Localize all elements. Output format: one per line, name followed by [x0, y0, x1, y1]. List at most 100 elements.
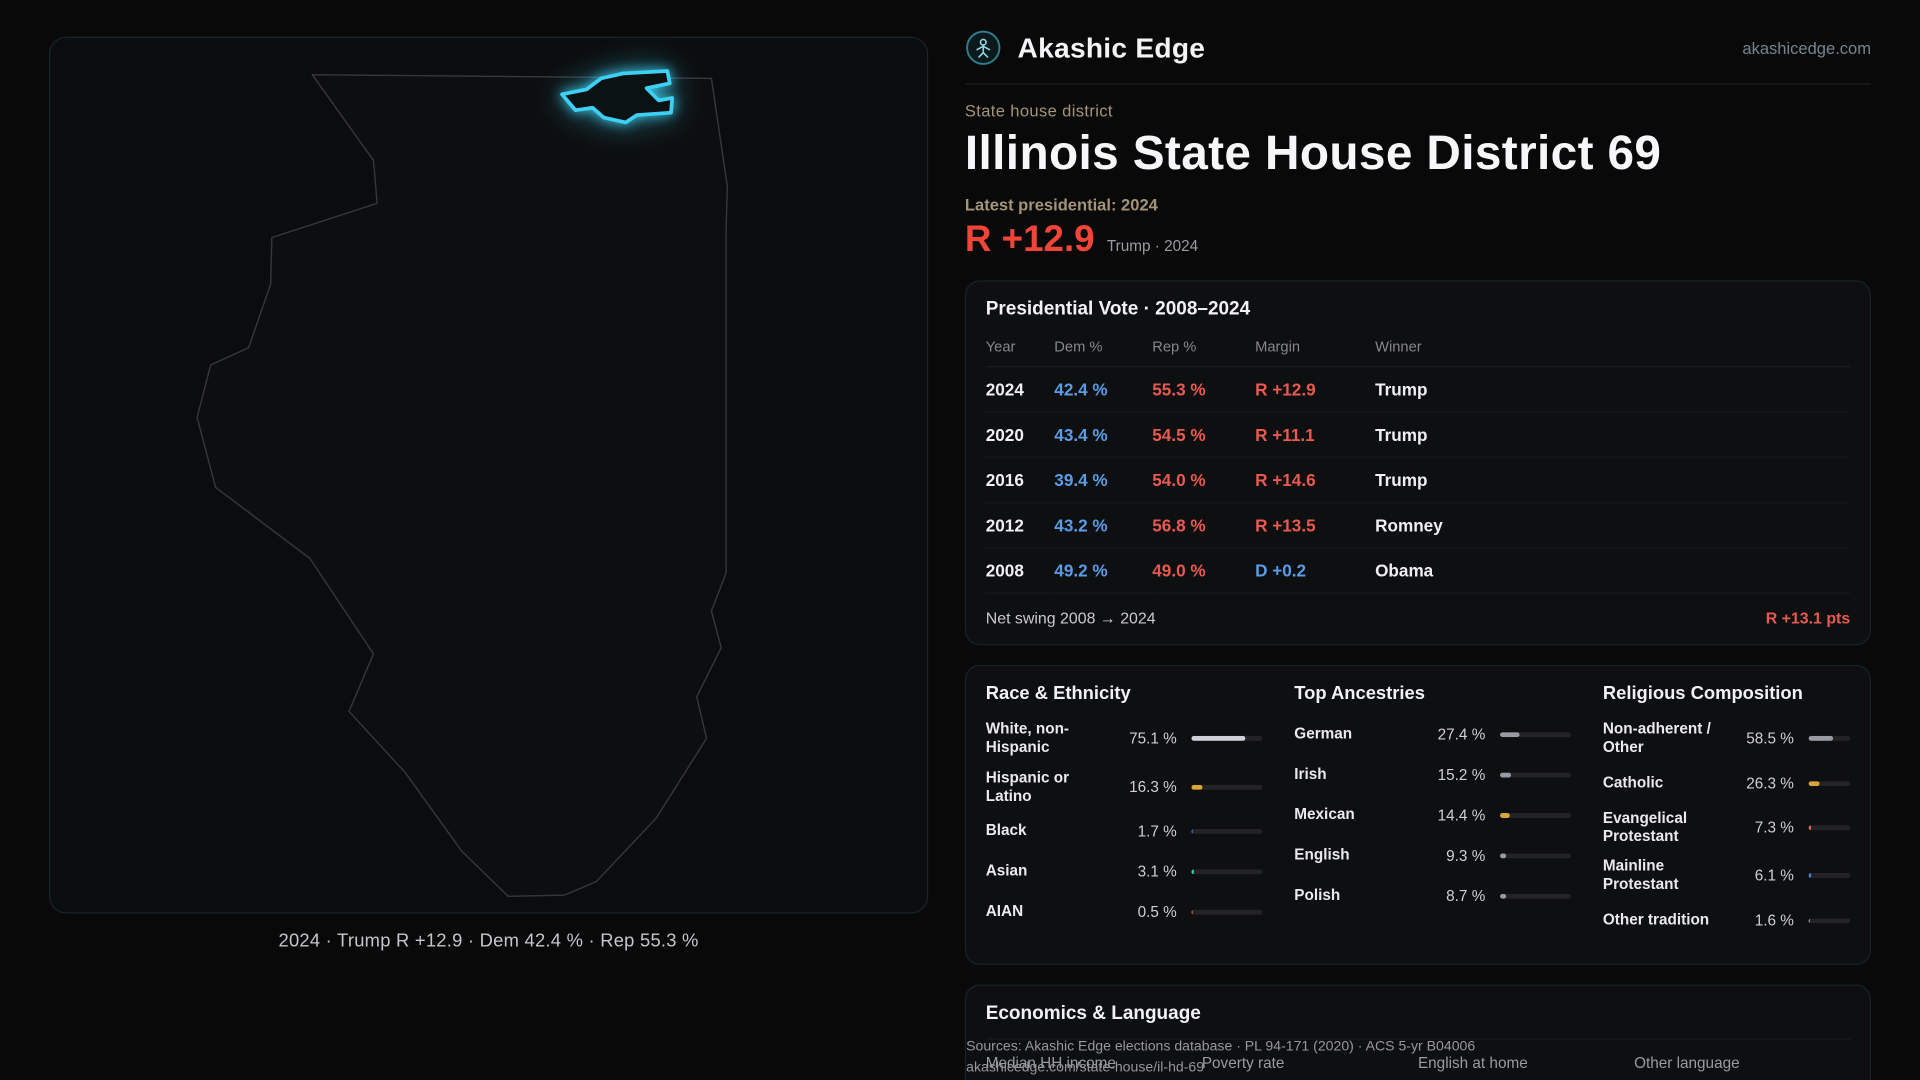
race-ethnicity-title: Race & Ethnicity: [985, 683, 1131, 705]
winner-cell: Romney: [1375, 502, 1851, 549]
net-swing-label: Net swing 2008 → 2024: [985, 608, 1156, 627]
header: Akashic Edge akashicedge.com: [964, 29, 1872, 85]
bar-fill: [1808, 780, 1820, 786]
race-ethnicity-panel: Race & Ethnicity White, non-Hispanic 75.…: [986, 683, 1263, 946]
race-row: AIAN 0.5 %: [986, 898, 1263, 927]
race-row: Asian 3.1 %: [986, 857, 1263, 886]
year-cell: 2016: [985, 457, 1055, 504]
bar-fill: [1500, 732, 1520, 738]
year-cell: 2020: [985, 412, 1055, 458]
bar-fill: [1500, 813, 1511, 818]
bar-track: [1191, 869, 1263, 875]
econ-stat: Poverty rate 6.2 %: [1202, 1054, 1418, 1080]
headline-margin: R +12.9: [964, 219, 1095, 260]
table-row: 2016 39.4 % 54.0 % R +14.6 Trump: [985, 457, 1851, 504]
net-swing-row: Net swing 2008 → 2024 R +13.1 pts: [986, 594, 1850, 627]
race-label: Asian: [985, 862, 1028, 880]
year-cell: 2012: [985, 502, 1055, 549]
religion-row: Catholic 26.3 %: [1602, 768, 1851, 797]
bar-track: [1808, 825, 1851, 830]
religion-value: 7.3 %: [1754, 818, 1794, 837]
col-margin: Margin: [1255, 328, 1376, 368]
winner-cell: Trump: [1375, 366, 1851, 413]
presidential-vote-table: Year Dem % Rep % Margin Winner 2024 42.4…: [985, 328, 1851, 594]
margin-cell: R +11.1: [1255, 412, 1376, 458]
bar-track: [1808, 917, 1851, 923]
bar-track: [1500, 772, 1572, 778]
table-row: 2012 43.2 % 56.8 % R +13.5 Romney: [985, 502, 1851, 549]
rep-cell: 49.0 %: [1152, 547, 1256, 594]
bar-track: [1808, 873, 1851, 879]
col-winner: Winner: [1375, 328, 1851, 368]
table-header-row: Year Dem % Rep % Margin Winner: [985, 328, 1851, 368]
bar-fill: [1808, 736, 1833, 742]
winner-cell: Trump: [1375, 412, 1851, 458]
race-label: AIAN: [985, 902, 1024, 921]
bar-fill: [1500, 772, 1511, 778]
religion-label: Other tradition: [1602, 910, 1710, 929]
bar-track: [1500, 893, 1572, 899]
bar-track: [1191, 736, 1263, 742]
bar-fill: [1191, 736, 1245, 742]
dem-cell: 43.2 %: [1054, 502, 1153, 549]
econ-stat-value: 6.2 %: [1202, 1078, 1418, 1080]
ancestry-value: 9.3 %: [1446, 847, 1486, 865]
religion-value: 6.1 %: [1754, 867, 1794, 885]
bar-track: [1191, 784, 1263, 790]
race-value: 3.1 %: [1137, 863, 1177, 881]
illinois-outline: [196, 73, 729, 898]
race-value: 0.5 %: [1137, 903, 1177, 921]
ancestry-value: 27.4 %: [1437, 726, 1486, 744]
sources-permalink[interactable]: akashicedge.com/state-house/il-hd-69: [966, 1060, 1205, 1076]
bar-track: [1500, 732, 1572, 738]
religion-value: 58.5 %: [1746, 730, 1794, 748]
district-69-shape[interactable]: [560, 69, 675, 125]
economics-stats-row: Median HH income $103,448 Poverty rate 6…: [986, 1054, 1850, 1080]
econ-stat-value: $103,448: [986, 1078, 1202, 1080]
race-row: White, non-Hispanic 75.1 %: [986, 720, 1263, 757]
race-row: Black 1.7 %: [986, 817, 1263, 846]
table-row: 2008 49.2 % 49.0 % D +0.2 Obama: [985, 547, 1851, 594]
latest-presidential-label: Latest presidential: 2024: [964, 195, 1158, 215]
econ-stat: Other language 15.9 %: [1634, 1054, 1850, 1080]
bar-fill: [1808, 825, 1812, 830]
ancestry-label: German: [1294, 725, 1353, 743]
dem-cell: 43.4 %: [1054, 412, 1153, 458]
col-dem: Dem %: [1054, 328, 1153, 368]
headline-sub: Trump · 2024: [1106, 237, 1199, 255]
winner-cell: Trump: [1375, 457, 1851, 504]
bar-track: [1191, 909, 1263, 915]
bar-track: [1808, 736, 1851, 742]
religion-title: Religious Composition: [1602, 683, 1803, 705]
rep-cell: 55.3 %: [1152, 366, 1256, 413]
rep-cell: 56.8 %: [1152, 502, 1256, 549]
ancestry-label: English: [1294, 846, 1350, 864]
table-row: 2024 42.4 % 55.3 % R +12.9 Trump: [985, 366, 1851, 413]
race-value: 75.1 %: [1129, 730, 1177, 748]
economics-card: Economics & Language Sources: Akashic Ed…: [964, 983, 1872, 1080]
bar-track: [1191, 828, 1263, 834]
bar-fill: [1191, 784, 1204, 790]
brand-logo-icon: [966, 30, 1001, 65]
bar-fill: [1191, 869, 1194, 875]
margin-cell: R +14.6: [1255, 457, 1376, 504]
religion-label: Catholic: [1602, 773, 1664, 791]
ancestries-title: Top Ancestries: [1294, 683, 1425, 705]
econ-stat-label: English at home: [1417, 1053, 1528, 1071]
brand-name: Akashic Edge: [1017, 31, 1206, 64]
ancestry-label: Polish: [1294, 886, 1341, 905]
year-cell: 2024: [985, 366, 1055, 413]
ancestry-label: Mexican: [1294, 806, 1355, 824]
econ-stat-label: Poverty rate: [1201, 1053, 1285, 1071]
econ-stat: Median HH income $103,448: [986, 1054, 1202, 1080]
margin-cell: R +13.5: [1255, 502, 1376, 549]
margin-cell: D +0.2: [1255, 547, 1376, 594]
religion-label: Evangelical Protestant: [1602, 808, 1688, 845]
ancestry-row: Irish 15.2 %: [1294, 760, 1572, 789]
dem-cell: 39.4 %: [1054, 457, 1153, 504]
domain-link[interactable]: akashicedge.com: [1742, 38, 1872, 57]
col-year: Year: [985, 328, 1055, 368]
presidential-vote-card: Presidential Vote · 2008–2024 Year Dem %…: [964, 280, 1872, 646]
econ-stat-label: Other language: [1634, 1053, 1740, 1071]
